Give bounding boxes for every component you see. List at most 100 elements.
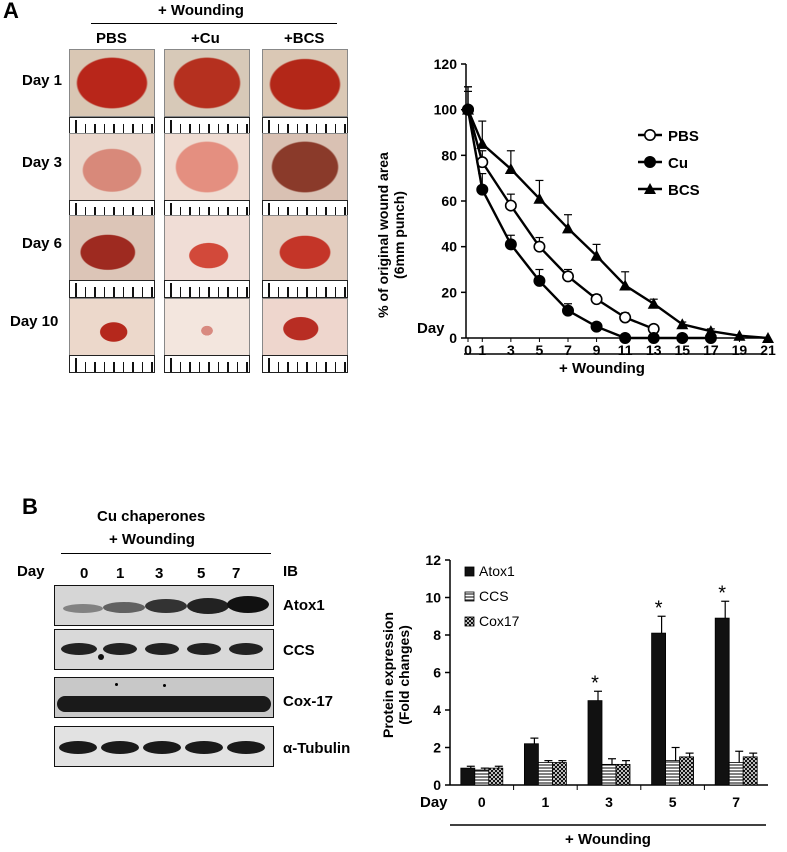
bar-chart-y-ticks: 0 2 4 6 8 10 12 bbox=[425, 552, 450, 793]
bar-chart-y-tick-label: 12 bbox=[425, 552, 441, 568]
legend-item-bcs: BCS bbox=[638, 182, 700, 199]
col-label-pbs: PBS bbox=[96, 30, 127, 47]
wound-photo-day1-pbs bbox=[69, 49, 155, 117]
bar-rect bbox=[474, 769, 490, 786]
blot-label-cox17: Cox-17 bbox=[283, 693, 334, 710]
ruler-day10-bcs bbox=[262, 355, 348, 373]
wound-photo-day10-pbs bbox=[69, 298, 155, 366]
legend-label: BCS bbox=[668, 182, 700, 199]
row-label-day10: Day 10 bbox=[10, 313, 59, 330]
line-chart-y-tick-label: 0 bbox=[449, 330, 457, 346]
line-chart-x-tick-label: 13 bbox=[646, 342, 662, 358]
line-chart-y-tick-label: 100 bbox=[434, 102, 458, 118]
data-point-bcs bbox=[676, 318, 689, 330]
data-point-bcs bbox=[619, 279, 632, 291]
bar-chart-x-label: + Wounding bbox=[565, 831, 651, 848]
bar-ccs bbox=[728, 750, 744, 786]
data-point-bcs bbox=[562, 222, 574, 234]
line-series-pbs bbox=[462, 86, 660, 335]
data-point-cu bbox=[504, 238, 517, 251]
wound-photo-day10-cu bbox=[164, 298, 250, 366]
wound-photo-day3-pbs bbox=[69, 133, 155, 201]
bar-atox1 bbox=[714, 600, 730, 786]
legend-label: Atox1 bbox=[479, 563, 515, 579]
bar-chart-legend: Atox1 CCS Cox17 bbox=[464, 563, 520, 629]
line-path-bcs bbox=[466, 109, 769, 340]
legend-label: CCS bbox=[479, 588, 509, 604]
data-point-cu bbox=[676, 331, 689, 344]
line-chart-x-tick-label: 1 bbox=[478, 342, 486, 358]
line-chart-x-tick-label: 15 bbox=[674, 342, 690, 358]
line-series-cu bbox=[462, 86, 717, 344]
legend-label: Cox17 bbox=[479, 613, 520, 629]
row-label-day3: Day 3 bbox=[22, 154, 63, 171]
bar-ccs bbox=[665, 746, 681, 786]
wound-photo-day6-bcs bbox=[262, 215, 348, 283]
data-point-bcs bbox=[533, 192, 546, 204]
bar-chart-y-tick-label: 2 bbox=[433, 740, 441, 756]
panel-b-header-line1: Cu chaperones bbox=[97, 508, 206, 525]
bar-chart-x-tick-label: 3 bbox=[605, 794, 613, 810]
line-series-bcs bbox=[462, 90, 774, 343]
significance-star: * bbox=[655, 597, 663, 619]
line-chart-x-tick-label: 9 bbox=[593, 342, 601, 358]
bar-cox17 bbox=[742, 752, 758, 786]
line-chart-day-prefix: Day bbox=[417, 320, 445, 337]
col-label-cu: +Cu bbox=[191, 30, 220, 47]
data-point-pbs bbox=[619, 311, 632, 324]
bar-atox1 bbox=[460, 765, 476, 786]
bar-rect bbox=[551, 762, 567, 786]
legend-marker bbox=[643, 156, 656, 169]
bar-ccs bbox=[537, 760, 553, 786]
bar-atox1 bbox=[651, 615, 667, 786]
legend-marker bbox=[644, 183, 656, 194]
line-chart-y-tick-label: 120 bbox=[434, 56, 458, 72]
blot-atox1 bbox=[54, 585, 274, 626]
data-point-bcs bbox=[704, 325, 717, 337]
data-point-cu bbox=[647, 331, 660, 344]
protein-expression-chart: 0 2 4 6 8 10 12 0 1 3 5 7 * * * Atox1 CCS Cox17 Protei… bbox=[380, 552, 768, 848]
bar-chart-y-tick-label: 4 bbox=[433, 702, 441, 718]
data-point-cu bbox=[562, 304, 575, 317]
data-point-cu bbox=[533, 274, 546, 287]
blot-label-ccs: CCS bbox=[283, 642, 315, 659]
wound-photo-day6-pbs bbox=[69, 215, 155, 283]
row-label-day1: Day 1 bbox=[22, 72, 63, 89]
data-point-cu bbox=[619, 331, 632, 344]
line-chart-x-tick-label: 11 bbox=[618, 342, 633, 358]
bar-rect bbox=[460, 767, 476, 786]
legend-marker bbox=[643, 129, 656, 142]
legend-item-cu: Cu bbox=[638, 155, 688, 172]
panel-b-header-line2: + Wounding bbox=[109, 531, 195, 548]
bar-chart-day-prefix: Day bbox=[420, 794, 448, 811]
bar-rect bbox=[679, 756, 695, 786]
ruler-day10-cu bbox=[164, 355, 250, 373]
data-point-bcs bbox=[476, 137, 489, 149]
ruler-day10-pbs bbox=[69, 355, 155, 373]
blot-tubulin bbox=[54, 726, 274, 767]
data-point-pbs bbox=[590, 293, 603, 306]
bar-rect bbox=[601, 763, 617, 786]
bar-chart-x-tick-label: 5 bbox=[669, 794, 677, 810]
panel-a-header-line bbox=[91, 23, 337, 24]
bar-legend-item-ccs: CCS bbox=[464, 588, 509, 604]
wound-photo-day1-cu bbox=[164, 49, 250, 117]
data-point-pbs bbox=[533, 240, 546, 253]
bar-chart-y-tick-label: 8 bbox=[433, 627, 441, 643]
bar-legend-item-cox17: Cox17 bbox=[464, 613, 520, 629]
line-chart-y-tick-label: 20 bbox=[441, 284, 457, 300]
bar-legend-item-atox1: Atox1 bbox=[464, 563, 515, 579]
bar-chart-bars: * * * bbox=[460, 582, 758, 786]
bar-cox17 bbox=[615, 760, 631, 786]
line-chart-legend: PBS Cu BCS bbox=[638, 128, 700, 199]
line-chart-y-tick-label: 40 bbox=[441, 239, 457, 255]
ruler-day6-bcs bbox=[262, 280, 348, 298]
panel-b-header-line bbox=[61, 553, 271, 554]
wound-photo-day1-bcs bbox=[262, 49, 348, 117]
blot-ccs bbox=[54, 629, 274, 670]
line-chart-x-tick-label: 0 bbox=[464, 342, 472, 358]
blot-day-label: Day bbox=[17, 563, 45, 580]
legend-label: PBS bbox=[668, 128, 699, 145]
ruler-day6-cu bbox=[164, 280, 250, 298]
blot-label-atox1: Atox1 bbox=[283, 597, 325, 614]
